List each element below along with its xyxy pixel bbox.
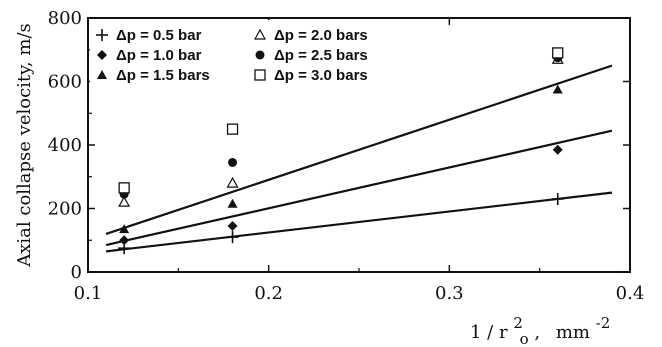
legend: Δp = 0.5 bar Δp = 1.0 bar Δp = 1.5 bars Δp … [90, 20, 390, 92]
data-point [552, 47, 564, 59]
data-point [119, 235, 130, 246]
marker-diamond [97, 50, 107, 60]
legend-label: Δp = 2.0 bars [274, 27, 368, 44]
marker-triangle [119, 224, 130, 234]
y-tick-label: 200 [48, 199, 82, 220]
data-point [119, 224, 130, 234]
legend-marker [96, 29, 108, 41]
legend-marker [254, 69, 266, 81]
y-axis-label: Axial collapse velocity, m/s [14, 23, 35, 268]
marker-circle [255, 50, 265, 60]
marker-triangle [552, 84, 563, 94]
y-tick-label: 800 [48, 8, 82, 29]
data-point [226, 176, 239, 188]
x-axis-label-sup: 2 [513, 314, 523, 332]
data-point [227, 198, 238, 208]
marker-triangle [97, 70, 107, 79]
y-tick-label: 0 [71, 262, 82, 283]
marker-diamond [227, 220, 238, 231]
marker-square-open [552, 47, 564, 59]
x-axis-label-unit-sup: -2 [596, 314, 611, 332]
legend-marker [97, 70, 107, 79]
data-point [228, 157, 238, 167]
data-point [118, 182, 130, 194]
x-axis-label: 1 / r 2 o , mm -2 [470, 312, 610, 347]
legend-label: Δp = 2.5 bars [274, 47, 368, 64]
fit-line [105, 191, 613, 253]
x-axis-label-base: 1 / r [470, 322, 508, 343]
x-axis-label-sub: o [520, 330, 529, 347]
marker-square-open [118, 182, 130, 194]
data-point [226, 231, 239, 244]
x-tick-label: 0.4 [616, 283, 645, 304]
marker-diamond [119, 235, 130, 246]
legend-background [90, 20, 390, 92]
y-tick-label: 400 [48, 135, 82, 156]
fit-lines [105, 64, 613, 253]
legend-label: Δp = 3.0 bars [274, 67, 368, 84]
x-tick-label: 0.2 [254, 283, 283, 304]
marker-triangle-open [118, 195, 131, 207]
data-point [227, 220, 238, 231]
data-point [552, 84, 563, 94]
marker-triangle [227, 198, 238, 208]
y-tick-label: 600 [48, 72, 82, 93]
legend-marker [255, 50, 265, 60]
data-point [551, 192, 564, 205]
data-point [552, 144, 563, 155]
marker-diamond [552, 144, 563, 155]
legend-marker [97, 50, 107, 60]
legend-label: Δp = 0.5 bar [116, 27, 202, 44]
marker-square-open [226, 123, 239, 135]
data-point [226, 123, 239, 135]
data-points [118, 47, 564, 255]
x-axis-label-unit: mm [556, 322, 590, 343]
fit-line [105, 129, 613, 247]
marker-square-open [254, 69, 266, 81]
legend-marker [253, 28, 267, 40]
x-tick-label: 0.1 [74, 283, 103, 304]
x-axis-label-sep: , [534, 322, 545, 343]
legend-label: Δp = 1.5 bars [116, 67, 210, 84]
fit-line [105, 64, 613, 235]
legend-label: Δp = 1.0 bar [116, 47, 202, 64]
marker-triangle-open [226, 176, 239, 188]
marker-circle [228, 157, 238, 167]
x-tick-label: 0.3 [435, 283, 464, 304]
data-point [118, 195, 131, 207]
axes: 0.1 0.2 0.3 0.4 0 200 400 600 800 [48, 8, 645, 304]
marker-triangle-open [253, 28, 267, 40]
